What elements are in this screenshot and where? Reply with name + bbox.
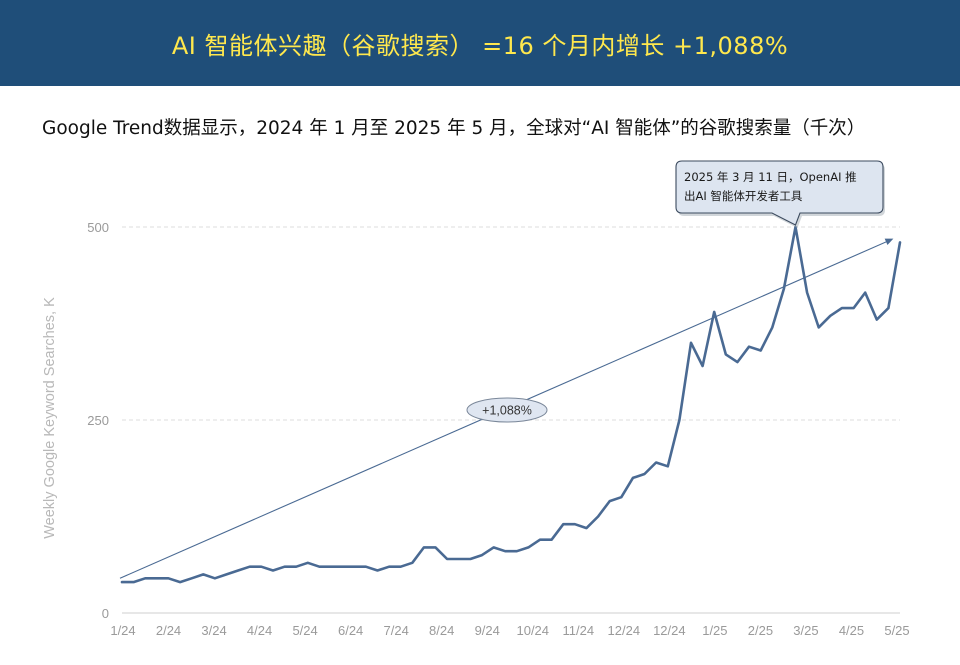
growth-label: +1,088% [466,397,548,423]
x-tick-label: 3/24 [201,623,226,638]
y-axis-label: Weekly Google Keyword Searches, K [42,297,58,539]
x-tick-label: 1/25 [702,623,727,638]
series-line [120,225,902,584]
growth-label-text: +1,088% [482,404,532,418]
x-tick-label: 4/24 [247,623,272,638]
callout-line-1: 2025 年 3 月 11 日，OpenAI 推 [684,170,857,184]
callout-box [675,160,884,226]
x-tick-label: 11/24 [563,623,595,638]
x-tick-label: 2/25 [748,623,773,638]
y-gridlines [122,226,900,421]
x-tick-label: 3/25 [793,623,818,638]
x-tick-label: 7/24 [384,623,409,638]
x-tick-labels: 1/24 2/24 3/24 4/24 5/24 6/24 7/24 8/24 9/24 10/2… [110,623,909,638]
x-tick-label: 4/25 [839,623,864,638]
title-banner: AI 智能体兴趣（谷歌搜索） =16 个月内增长 +1,088% [0,0,960,86]
x-tick-label: 5/24 [292,623,317,638]
y-tick-label: 500 [87,220,109,235]
x-tick-label: 9/24 [475,623,500,638]
x-tick-label: 8/24 [429,623,454,638]
callout-line-2: 出AI 智能体开发者工具 [684,189,803,203]
x-tick-label: 12/24 [653,623,686,638]
trend-arrowhead [884,238,894,246]
x-tick-label: 10/24 [516,623,549,638]
x-tick-label: 12/24 [608,623,641,638]
chart-subtitle: Google Trend数据显示，2024 年 1 月至 2025 年 5 月，… [42,118,866,139]
growth-label-bubble [466,397,548,423]
x-tick-label: 2/24 [156,623,181,638]
line-chart: 0 250 500 Weekly Google Keyword Searches, … [42,160,910,638]
y-tick-label: 250 [87,413,109,428]
x-tick-label: 6/24 [338,623,363,638]
x-tick-label: 1/24 [110,623,135,638]
event-callout: 2025 年 3 月 11 日，OpenAI 推 出AI 智能体开发者工具 [675,160,885,228]
page-title: AI 智能体兴趣（谷歌搜索） =16 个月内增长 +1,088% [171,31,789,60]
x-tick-label: 5/25 [884,623,909,638]
y-tick-labels: 0 250 500 [87,220,109,621]
y-tick-label: 0 [102,606,109,621]
